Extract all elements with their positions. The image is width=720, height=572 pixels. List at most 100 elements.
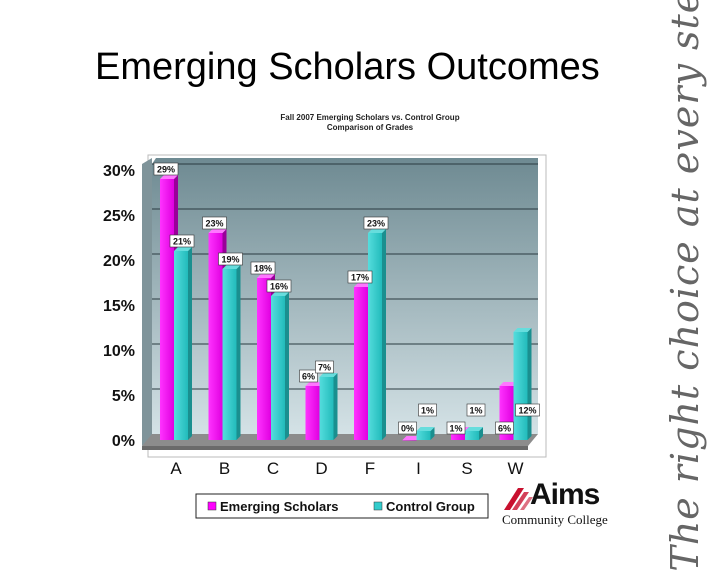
bar-top-control-group-I: [416, 427, 435, 431]
bar-control-group-W: [513, 332, 528, 440]
data-label-box-control-group-F: [363, 216, 389, 230]
chart-title-line-2: Comparison of Grades: [326, 123, 414, 132]
y-tick-30: 30%: [103, 163, 135, 180]
y-axis-ticks: 0% 5% 10% 15% 20% 25% 30%: [103, 163, 135, 450]
legend-swatch-control-group: [373, 501, 383, 511]
data-label-control-group-B: 19%: [221, 255, 239, 265]
y-tick-0: 0%: [112, 433, 135, 450]
legend-box: [195, 493, 489, 519]
data-label-emerging-scholars-D: 6%: [302, 372, 315, 382]
tagline-text: The right choice at every step: [663, 0, 707, 572]
bar-emerging-scholars-B: [208, 233, 223, 440]
data-label-box-emerging-scholars-F: [347, 270, 373, 284]
data-label-emerging-scholars-A: 29%: [157, 165, 175, 175]
bar-emerging-scholars-D: [305, 386, 320, 440]
data-label-box-emerging-scholars-D: [299, 369, 318, 383]
y-tick-25: 25%: [103, 208, 135, 225]
bar-top-control-group-W: [513, 328, 532, 332]
data-label-emerging-scholars-W: 6%: [498, 424, 511, 434]
bar-top-emerging-scholars-A: [160, 175, 178, 179]
chart-title-line-1: Fall 2007 Emerging Scholars vs. Control …: [280, 113, 460, 122]
plot-floor: [142, 434, 538, 446]
bar-side-control-group-C: [285, 292, 289, 440]
data-label-box-control-group-W: [515, 403, 540, 417]
x-tick-I: I: [416, 459, 421, 478]
bar-top-control-group-B: [222, 265, 241, 269]
data-label-box-emerging-scholars-W: [495, 421, 514, 435]
bar-control-group-D: [319, 377, 334, 440]
data-labels: 29%21%23%19%18%16%6%7%17%23%0%1%1%1%6%12…: [153, 162, 540, 435]
bar-top-control-group-A: [174, 247, 192, 251]
logo-word: Aims: [530, 478, 600, 511]
bar-top-emerging-scholars-W: [499, 382, 518, 386]
legend: Emerging Scholars Control Group: [195, 493, 489, 519]
x-tick-F: F: [365, 459, 375, 478]
plot-wall: [148, 158, 538, 434]
slide-title: Emerging Scholars Outcomes: [95, 46, 600, 88]
bar-chart: 29%21%23%19%18%16%6%7%17%23%0%1%1%1%6%12…: [103, 154, 547, 519]
data-label-emerging-scholars-F: 17%: [351, 273, 369, 283]
data-label-control-group-S: 1%: [469, 406, 482, 416]
bar-control-group-C: [271, 296, 285, 440]
bar-top-control-group-D: [319, 373, 338, 377]
x-tick-C: C: [267, 459, 279, 478]
y-tick-10: 10%: [103, 343, 135, 360]
x-tick-W: W: [507, 459, 523, 478]
legend-label-control-group: Control Group: [386, 499, 475, 514]
bar-side-control-group-I: [430, 427, 435, 440]
chart-title: Fall 2007 Emerging Scholars vs. Control …: [210, 113, 530, 133]
data-label-control-group-W: 12%: [518, 406, 536, 416]
data-label-emerging-scholars-C: 18%: [254, 264, 272, 274]
data-label-box-emerging-scholars-C: [250, 261, 276, 275]
data-label-box-control-group-A: [169, 234, 195, 248]
data-label-control-group-C: 16%: [270, 282, 288, 292]
bar-control-group-S: [465, 431, 479, 440]
plot-floor-edge: [142, 446, 528, 450]
bar-top-control-group-C: [271, 292, 289, 296]
data-label-emerging-scholars-I: 0%: [401, 424, 414, 434]
x-tick-B: B: [219, 459, 230, 478]
bar-side-control-group-F: [382, 229, 386, 440]
data-label-box-emerging-scholars-A: [153, 162, 179, 176]
data-label-box-control-group-C: [266, 279, 292, 293]
data-label-box-emerging-scholars-B: [202, 216, 227, 230]
data-label-box-control-group-B: [218, 252, 243, 266]
data-label-box-emerging-scholars-I: [398, 421, 417, 435]
y-tick-20: 20%: [103, 253, 135, 270]
bar-top-emerging-scholars-B: [208, 229, 227, 233]
bar-side-control-group-A: [188, 247, 192, 440]
x-tick-S: S: [461, 459, 472, 478]
data-label-box-emerging-scholars-S: [446, 421, 466, 435]
data-label-control-group-F: 23%: [367, 219, 385, 229]
bar-top-control-group-S: [465, 427, 483, 431]
data-label-emerging-scholars-S: 1%: [449, 424, 462, 434]
data-label-box-control-group-S: [466, 403, 486, 417]
bar-control-group-B: [222, 269, 237, 440]
logo-swoosh-icon: [504, 488, 533, 510]
logo-subtitle: Community College: [502, 512, 608, 527]
y-tick-15: 15%: [103, 298, 135, 315]
data-label-control-group-D: 7%: [318, 363, 331, 373]
bar-top-control-group-F: [368, 229, 386, 233]
x-tick-D: D: [315, 459, 327, 478]
aims-logo: Aims Community College: [500, 478, 620, 528]
data-label-control-group-I: 1%: [421, 406, 434, 416]
bar-control-group-F: [368, 233, 382, 440]
x-tick-A: A: [170, 459, 182, 478]
bar-side-control-group-B: [236, 265, 241, 440]
data-label-box-control-group-I: [418, 403, 437, 417]
bar-emerging-scholars-C: [257, 278, 271, 440]
bar-emerging-scholars-F: [354, 287, 368, 440]
bar-control-group-I: [416, 431, 431, 440]
legend-swatch-emerging-scholars: [207, 501, 217, 511]
bar-emerging-scholars-I: [402, 440, 417, 441]
plot-side-wall: [142, 158, 152, 446]
bar-top-emerging-scholars-D: [305, 382, 324, 386]
tagline: The right choice at every step: [655, 0, 715, 572]
data-label-emerging-scholars-B: 23%: [205, 219, 223, 229]
y-tick-5: 5%: [112, 388, 135, 405]
bar-top-emerging-scholars-F: [354, 283, 372, 287]
bar-emerging-scholars-S: [451, 431, 465, 440]
bar-side-control-group-D: [333, 373, 338, 440]
